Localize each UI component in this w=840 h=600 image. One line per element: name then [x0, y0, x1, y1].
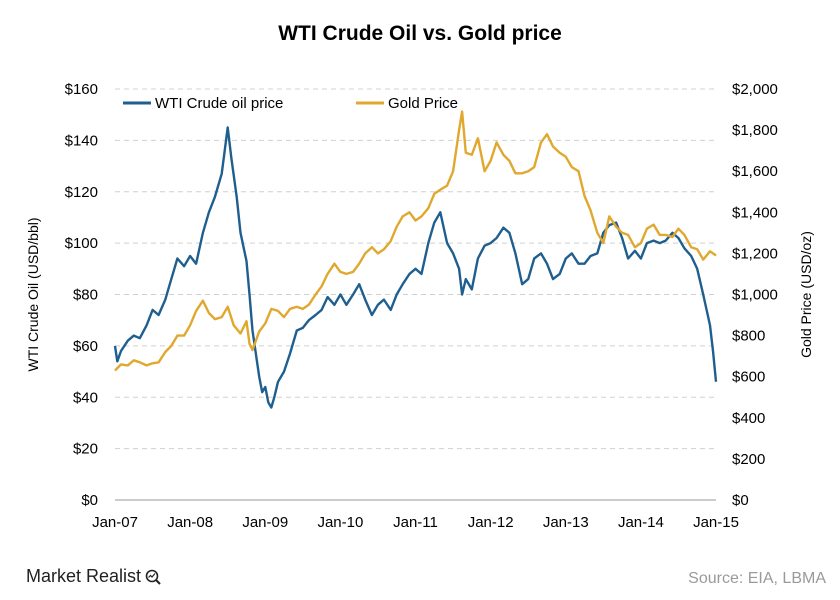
- source-note: Source: EIA, LBMA: [688, 570, 826, 587]
- y-right-tick-label: $2,000: [732, 81, 778, 98]
- y-left-tick-label: $80: [73, 287, 98, 304]
- y-right-tick-label: $1,800: [732, 122, 778, 139]
- y-left-tick-label: $0: [81, 492, 98, 509]
- y-right-tick-label: $200: [732, 451, 765, 468]
- y-left-tick-label: $140: [65, 132, 98, 149]
- y-right-tick-label: $1,000: [732, 287, 778, 304]
- y-right-tick-label: $800: [732, 328, 765, 345]
- x-tick-label: Jan-10: [317, 514, 363, 531]
- y-left-tick-label: $20: [73, 441, 98, 458]
- series-layer: [113, 110, 718, 409]
- y-left-tick-label: $60: [73, 338, 98, 355]
- legend-label: WTI Crude oil price: [155, 95, 283, 112]
- chart-title: WTI Crude Oil vs. Gold price: [278, 22, 562, 45]
- y-right-tick-label: $400: [732, 410, 765, 427]
- x-tick-label: Jan-15: [693, 514, 739, 531]
- x-tick-label: Jan-09: [242, 514, 288, 531]
- x-tick-label: Jan-08: [167, 514, 213, 531]
- y-right-tick-label: $1,400: [732, 204, 778, 221]
- y-left-tick-label: $160: [65, 81, 98, 98]
- brand-logo: Market Realist: [26, 566, 165, 587]
- y-left-tick-label: $40: [73, 389, 98, 406]
- y-left-tick-label: $100: [65, 235, 98, 252]
- legend: WTI Crude oil price Gold Price: [123, 95, 458, 112]
- brand-name: Market Realist: [26, 566, 142, 586]
- y-right-tick-label: $600: [732, 369, 765, 386]
- x-tick-label: Jan-13: [543, 514, 589, 531]
- legend-label: Gold Price: [388, 95, 458, 112]
- y-right-tick-label: $1,200: [732, 245, 778, 262]
- x-tick-label: Jan-07: [92, 514, 138, 531]
- x-tick-label: Jan-11: [393, 514, 438, 531]
- y-left-axis-title: WTI Crude Oil (USD/bbl): [25, 217, 41, 371]
- x-tick-label: Jan-14: [618, 514, 664, 531]
- gold-price-line: [114, 110, 717, 372]
- y-right-tick-label: $0: [732, 492, 749, 509]
- y-right-axis-title: Gold Price (USD/oz): [798, 231, 814, 358]
- y-right-tick-label: $1,600: [732, 163, 778, 180]
- magnifier-chart-icon: [145, 569, 161, 585]
- axis-layer: $0 $20 $40 $60 $80 $100 $120 $140 $160 $0 $200 $400…: [25, 81, 814, 531]
- y-left-tick-label: $120: [65, 184, 98, 201]
- x-tick-label: Jan-12: [468, 514, 514, 531]
- wti-price-line: [113, 126, 718, 409]
